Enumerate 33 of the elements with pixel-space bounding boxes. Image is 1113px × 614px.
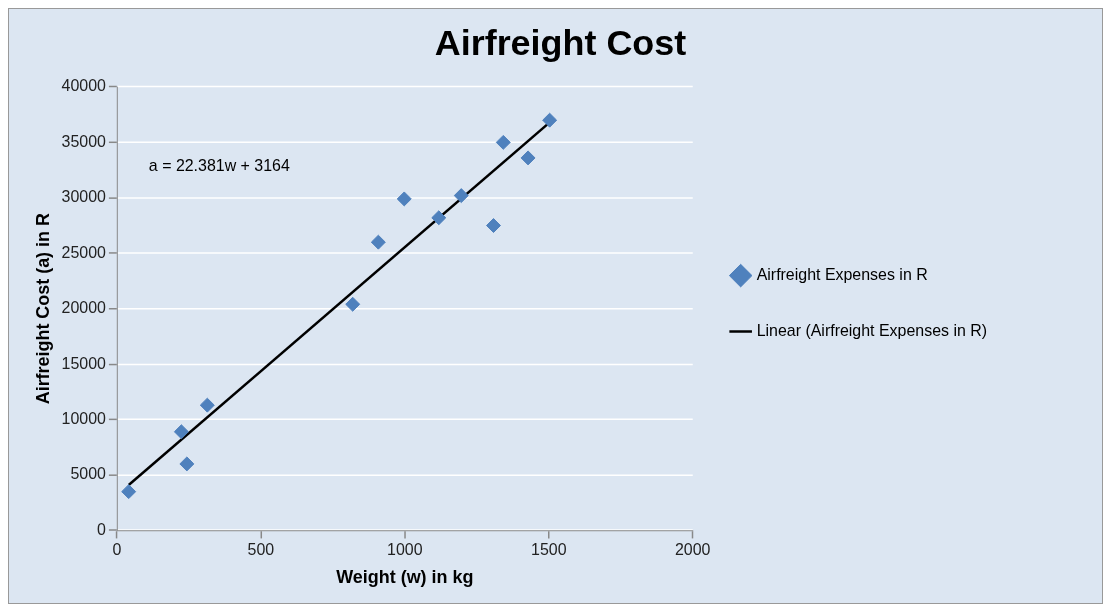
y-axis-title: Airfreight Cost (a) in R <box>32 213 53 405</box>
y-tick-label: 0 <box>97 520 107 538</box>
y-tick-label: 10000 <box>61 409 107 427</box>
point <box>453 188 469 204</box>
point <box>431 210 447 226</box>
legend-label: Linear (Airfreight Expenses in R) <box>756 321 988 339</box>
y-tick-label: 30000 <box>61 188 107 206</box>
x-tick-label: 1500 <box>531 541 567 559</box>
x-axis-title: Weight (w) in kg <box>336 567 474 588</box>
x-tick-label: 2000 <box>675 541 711 559</box>
y-tick-label: 40000 <box>61 77 107 95</box>
x-tick-label: 1000 <box>387 541 423 559</box>
point <box>345 296 361 312</box>
x-tick-label: 0 <box>112 541 122 559</box>
point <box>396 191 412 207</box>
x-tick-label: 500 <box>247 541 275 559</box>
point <box>121 484 137 500</box>
legend-label: Airfreight Expenses in R <box>756 266 928 283</box>
y-tick-label: 5000 <box>70 465 107 483</box>
y-tick-label: 15000 <box>61 354 107 372</box>
annotation: a = 22.381w + 3164 <box>148 157 290 175</box>
point <box>542 112 558 128</box>
point <box>486 218 501 234</box>
y-tick-label: 25000 <box>61 243 107 261</box>
y-tick-label: 20000 <box>61 299 107 317</box>
y-tick-label: 35000 <box>61 132 107 150</box>
point <box>520 150 536 166</box>
point <box>495 134 511 150</box>
point <box>179 456 195 472</box>
point <box>199 397 215 413</box>
point <box>370 234 386 250</box>
chart-title: Airfreight Cost <box>434 23 687 64</box>
point <box>173 424 189 440</box>
